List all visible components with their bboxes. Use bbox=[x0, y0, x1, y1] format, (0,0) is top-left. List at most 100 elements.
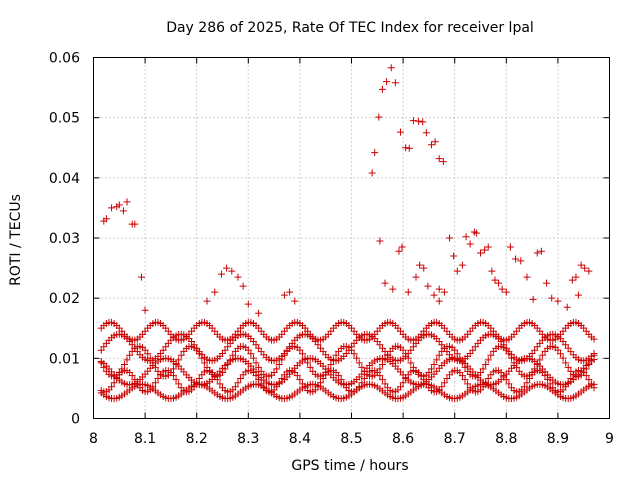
data-point bbox=[404, 288, 412, 296]
x-axis-label: GPS time / hours bbox=[291, 458, 408, 474]
data-point bbox=[491, 276, 499, 284]
data-point bbox=[453, 267, 461, 275]
data-point bbox=[298, 350, 306, 358]
data-point bbox=[368, 169, 376, 177]
data-point bbox=[422, 129, 430, 137]
data-point bbox=[461, 376, 469, 384]
data-point bbox=[543, 279, 551, 287]
data-point bbox=[378, 85, 386, 93]
data-point bbox=[404, 354, 412, 362]
data-point bbox=[383, 78, 391, 86]
data-point bbox=[234, 379, 242, 387]
data-point bbox=[507, 354, 515, 362]
data-point bbox=[177, 351, 185, 359]
data-point bbox=[126, 351, 134, 359]
data-point bbox=[123, 198, 131, 206]
data-point bbox=[286, 288, 294, 296]
data-point bbox=[554, 297, 562, 305]
data-point bbox=[108, 383, 116, 391]
data-point bbox=[458, 261, 466, 269]
data-point bbox=[451, 346, 459, 354]
data-point bbox=[425, 369, 433, 377]
data-point bbox=[296, 376, 304, 384]
data-points bbox=[97, 64, 598, 403]
data-point bbox=[200, 359, 208, 367]
data-point bbox=[430, 291, 438, 299]
data-point bbox=[358, 363, 366, 371]
data-point bbox=[203, 297, 211, 305]
data-point bbox=[319, 375, 327, 383]
data-point bbox=[538, 351, 546, 359]
data-point bbox=[399, 346, 407, 354]
data-point bbox=[115, 201, 123, 209]
data-point bbox=[484, 243, 492, 251]
data-point bbox=[472, 229, 480, 237]
data-point bbox=[500, 372, 508, 380]
data-point bbox=[169, 365, 177, 373]
data-point bbox=[562, 383, 570, 391]
data-point bbox=[391, 79, 399, 87]
data-point bbox=[244, 346, 252, 354]
data-point bbox=[559, 354, 567, 362]
data-point bbox=[575, 291, 583, 299]
data-point bbox=[217, 270, 225, 278]
data-point bbox=[533, 249, 541, 257]
data-point bbox=[567, 375, 575, 383]
data-point bbox=[381, 380, 389, 388]
data-point bbox=[353, 354, 361, 362]
data-point bbox=[137, 273, 145, 281]
data-point bbox=[355, 359, 363, 367]
data-point bbox=[348, 346, 355, 354]
data-point bbox=[120, 361, 128, 369]
data-point bbox=[293, 372, 301, 380]
data-point bbox=[255, 363, 263, 371]
data-point bbox=[502, 346, 510, 354]
data-point bbox=[407, 359, 415, 367]
data-point bbox=[477, 369, 484, 377]
x-tick-label: 8.3 bbox=[237, 431, 259, 447]
data-point bbox=[172, 376, 180, 384]
data-point bbox=[417, 372, 425, 380]
y-tick-label: 0.05 bbox=[49, 111, 80, 127]
x-tick-label: 8 bbox=[89, 431, 98, 447]
data-point bbox=[211, 372, 219, 380]
data-point bbox=[270, 369, 278, 377]
data-point bbox=[280, 351, 288, 359]
data-point bbox=[306, 363, 314, 371]
data-point bbox=[273, 383, 281, 391]
data-point bbox=[337, 376, 345, 384]
data-point bbox=[564, 379, 572, 387]
data-point bbox=[568, 276, 576, 284]
data-point bbox=[146, 354, 154, 362]
data-point bbox=[419, 118, 427, 126]
x-tick-label: 8.8 bbox=[495, 431, 517, 447]
data-point bbox=[572, 273, 580, 281]
data-point bbox=[275, 361, 283, 369]
data-point bbox=[141, 346, 149, 354]
y-axis-label: ROTI / TECUs bbox=[8, 194, 24, 286]
data-point bbox=[378, 361, 386, 369]
data-point bbox=[398, 243, 406, 251]
data-point bbox=[375, 113, 383, 121]
data-point bbox=[505, 380, 513, 388]
data-point bbox=[291, 297, 299, 305]
data-point bbox=[427, 141, 435, 149]
data-point bbox=[376, 365, 384, 373]
data-point bbox=[435, 285, 443, 293]
data-point bbox=[435, 155, 443, 163]
data-point bbox=[350, 350, 358, 358]
data-point bbox=[466, 240, 474, 248]
y-tick-label: 0.01 bbox=[49, 351, 80, 367]
data-point bbox=[536, 356, 544, 364]
data-point bbox=[402, 144, 410, 152]
data-point bbox=[581, 264, 589, 272]
data-point bbox=[505, 350, 513, 358]
data-point bbox=[427, 365, 435, 373]
data-point bbox=[193, 346, 201, 354]
data-point bbox=[252, 372, 260, 380]
data-point bbox=[198, 354, 206, 362]
data-point bbox=[335, 372, 343, 380]
data-point bbox=[481, 246, 489, 254]
data-point bbox=[340, 380, 348, 388]
data-point bbox=[416, 261, 424, 269]
